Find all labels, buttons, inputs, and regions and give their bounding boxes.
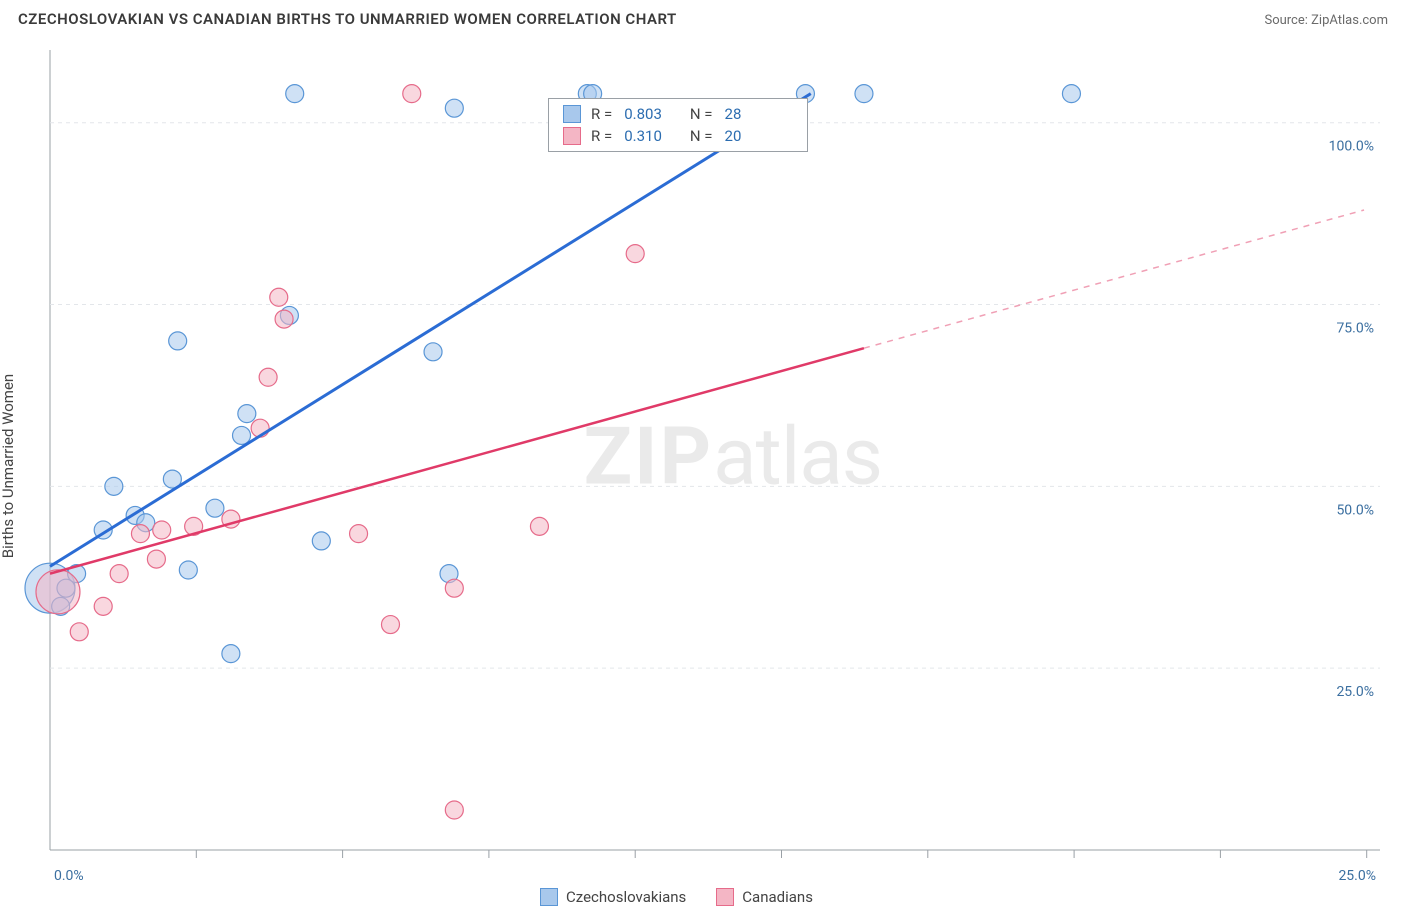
legend-label: Canadians (742, 888, 813, 906)
series-swatch (563, 105, 581, 123)
chart-source: Source: ZipAtlas.com (1264, 13, 1388, 28)
chart-header: CZECHOSLOVAKIAN VS CANADIAN BIRTHS TO UN… (0, 0, 1406, 36)
chart-area: Births to Unmarried Women 25.0% 50.0% 75.0… (0, 40, 1406, 892)
svg-text:100.0%: 100.0% (1329, 139, 1374, 155)
stats-legend-box: R = 0.803 N = 28 R = 0.310 N = 20 (548, 98, 808, 152)
legend-label: Czechoslovakians (566, 888, 686, 906)
series-swatch (716, 888, 734, 906)
y-axis-label: Births to Unmarried Women (0, 374, 17, 558)
series-swatch (563, 127, 581, 145)
stats-row: R = 0.310 N = 20 (549, 125, 807, 147)
svg-text:75.0%: 75.0% (1336, 321, 1374, 337)
n-value: 20 (725, 127, 742, 145)
r-value: 0.803 (624, 105, 662, 123)
n-value: 28 (725, 105, 742, 123)
chart-title: CZECHOSLOVAKIAN VS CANADIAN BIRTHS TO UN… (18, 10, 677, 28)
svg-text:25.0%: 25.0% (1336, 684, 1374, 700)
n-label: N = (690, 105, 713, 123)
svg-text:0.0%: 0.0% (54, 868, 84, 884)
stats-row: R = 0.803 N = 28 (549, 103, 807, 125)
series-swatch (540, 888, 558, 906)
scatter-plot: 25.0% 50.0% 75.0% 100.0% 0.0% 25.0% (0, 40, 1406, 892)
n-label: N = (690, 127, 713, 145)
r-label: R = (591, 105, 612, 123)
r-value: 0.310 (624, 127, 662, 145)
bottom-legend: Czechoslovakians Canadians (540, 888, 813, 906)
legend-item: Canadians (716, 888, 813, 906)
svg-text:25.0%: 25.0% (1338, 868, 1376, 884)
svg-text:50.0%: 50.0% (1336, 502, 1374, 518)
legend-item: Czechoslovakians (540, 888, 686, 906)
r-label: R = (591, 127, 612, 145)
